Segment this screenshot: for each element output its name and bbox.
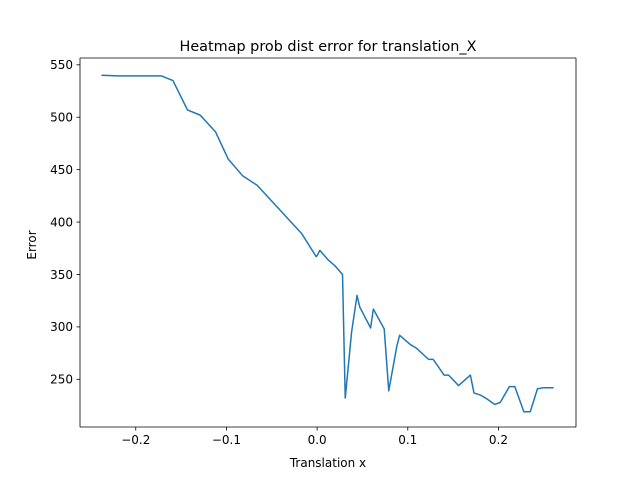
x-tick-label: −0.1 [212,433,241,447]
y-tick-label: 450 [50,163,73,177]
x-tick-label: 0.1 [398,433,417,447]
chart-title: Heatmap prob dist error for translation_… [180,39,477,55]
x-tick-label: −0.2 [121,433,150,447]
series-line-0 [101,74,554,413]
y-tick-label: 250 [50,373,73,387]
y-tick-label: 550 [50,58,73,72]
x-tick-label: 0.0 [308,433,327,447]
y-tick-label: 400 [50,215,73,229]
y-tick-label: 500 [50,111,73,125]
y-tick-label: 300 [50,320,73,334]
y-axis-label: Error [25,230,39,259]
x-tick-label: 0.2 [489,433,508,447]
plot-area: −0.2 −0.1 0.0 0.1 0.2 250 300 350 400 450 500 550 [50,57,577,447]
x-axis-label: Translation x [289,456,366,470]
y-tick-label: 350 [50,268,73,282]
